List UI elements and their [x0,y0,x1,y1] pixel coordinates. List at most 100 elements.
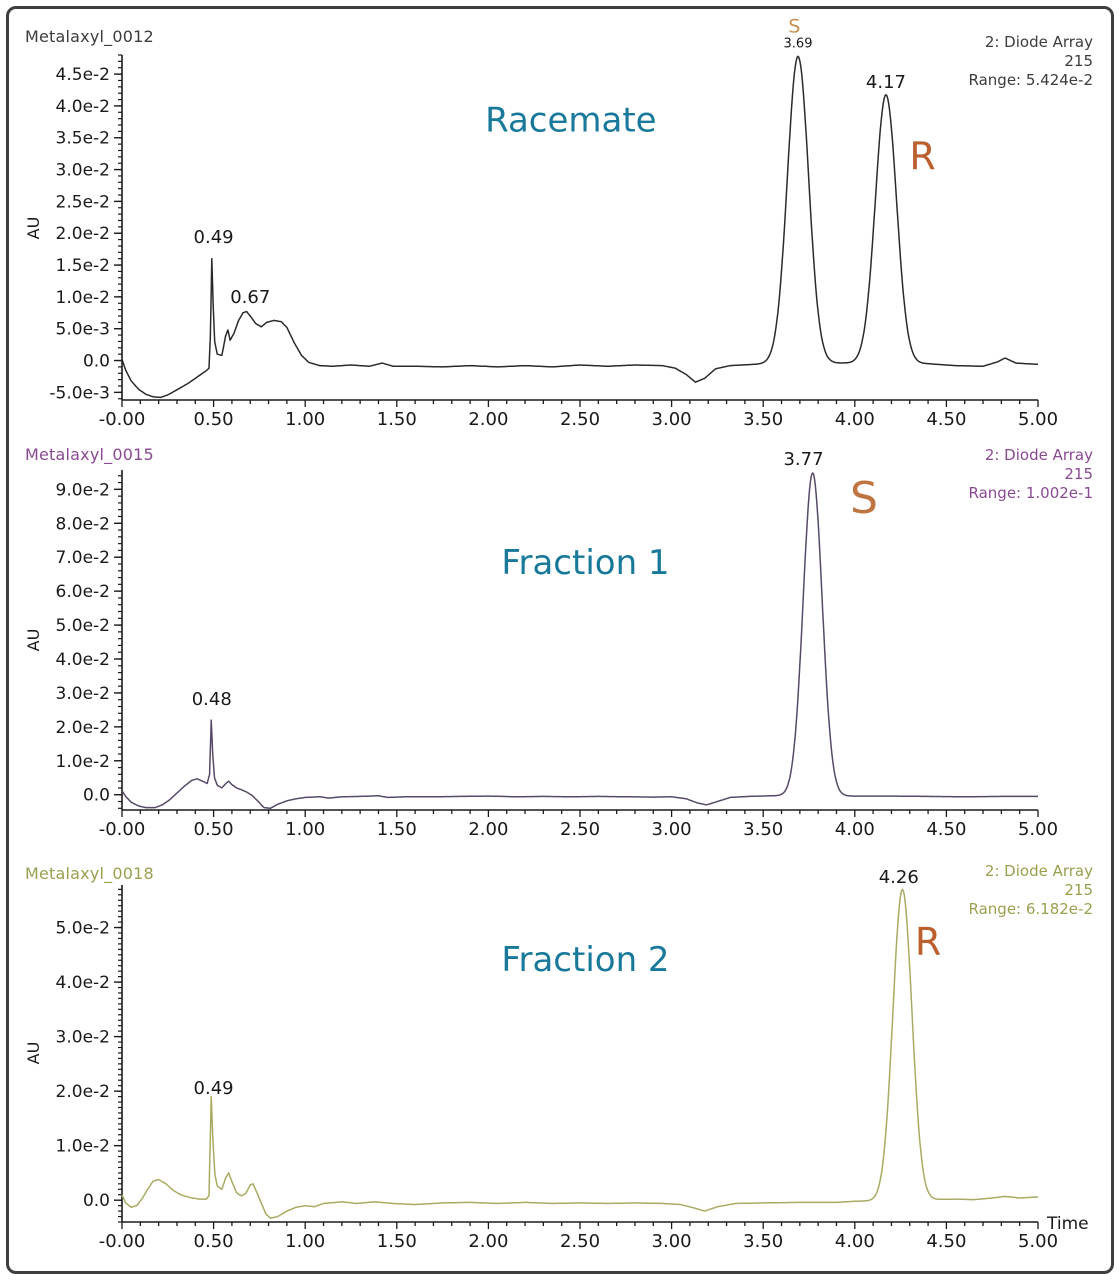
plot-fraction-1: -0.00 0.50 1.00 1.50 2.00 2.50 3.00 3.50 4.00 4.5… [24,449,1058,840]
y-tick-label: 3.0e-2 [56,684,110,704]
y-tick-label: 3.0e-2 [56,161,110,181]
panel-fraction-1: Metalaxyl_0015 2: Diode Array 215 Range:… [9,433,1113,851]
detector-range: Range: 6.182e-2 [968,900,1094,918]
x-tick-label: 2.00 [468,1231,508,1252]
y-tick-label: 1.5e-2 [56,256,110,276]
y-tick-label: 4.0e-2 [56,650,110,670]
x-tick-label: 0.50 [194,819,234,840]
x-tick-label: 3.00 [652,819,692,840]
x-tick-label: 3.00 [652,1231,692,1252]
x-tick-label: 2.50 [560,1231,600,1252]
detector-info: 2: Diode Array 215 Range: 6.182e-2 [969,862,1094,919]
sample-name: Metalaxyl_0012 [25,27,154,46]
x-tick-label: 0.50 [194,409,234,430]
y-tick-label: 9.0e-2 [56,480,110,500]
detector-wavelength: 215 [1064,465,1093,483]
x-tick-label: 1.50 [377,1231,417,1252]
y-tick-label: 4.0e-2 [56,973,110,993]
y-tick-label: 2.0e-2 [56,1082,110,1102]
x-tick-label: 5.00 [1018,409,1058,430]
y-tick-label: 3.5e-2 [56,129,110,149]
chromatogram-trace [121,472,1038,810]
x-tick-label: 1.00 [285,409,325,430]
annotation-0-49: 0.49 [194,227,234,248]
x-tick-label: 4.00 [835,819,875,840]
annotation-0-67: 0.67 [230,287,270,308]
detector-channel: 2: Diode Array [984,862,1093,880]
x-tick-label: 1.50 [377,819,417,840]
annotation-0-49: 0.49 [194,1078,234,1099]
annotation-s: S [850,473,878,524]
x-tick-label: 3.50 [743,1231,783,1252]
x-tick-label: 4.00 [835,1231,875,1252]
plot-racemate: -0.00 0.50 1.00 1.50 2.00 2.50 3.00 3.50 4.00 4.5… [24,16,1058,430]
annotation-3-69: 3.69 [784,36,813,51]
sample-name: Metalaxyl_0018 [25,864,154,883]
panel-racemate: Metalaxyl_0012 2: Diode Array 215 Range:… [9,9,1113,433]
x-tick-label: -0.00 [99,409,146,430]
y-tick-label: 3.0e-2 [56,1028,110,1048]
figure-border: Metalaxyl_0012 2: Diode Array 215 Range:… [6,6,1114,1274]
x-tick-label: 4.50 [926,1231,966,1252]
x-tick-label: 4.00 [835,409,875,430]
y-tick-label: 4.0e-2 [56,97,110,117]
y-tick-label: 6.0e-2 [56,582,110,602]
x-tick-label: 5.00 [1018,1231,1058,1252]
annotation-4-26: 4.26 [879,867,919,888]
x-tick-label: -0.00 [99,819,146,840]
detector-channel: 2: Diode Array [984,446,1093,464]
annotation-0-48: 0.48 [192,689,232,710]
y-tick-label: 1.0e-2 [56,1137,110,1157]
detector-range: Range: 1.002e-1 [968,484,1094,502]
detector-wavelength: 215 [1064,881,1093,899]
annotation-3-77: 3.77 [783,449,823,470]
y-tick-label: 0.0 [83,786,110,806]
detector-info: 2: Diode Array 215 Range: 5.424e-2 [969,33,1094,90]
x-tick-label: 2.00 [468,819,508,840]
plot-fraction-2: -0.00 0.50 1.00 1.50 2.00 2.50 3.00 3.50 4.00 4.5… [24,867,1089,1252]
detector-channel: 2: Diode Array [984,33,1093,51]
x-tick-label: 4.50 [926,409,966,430]
x-tick-label: 3.50 [743,819,783,840]
y-tick-label: 0.0 [83,352,110,372]
y-axis-title: AU [24,629,43,652]
y-tick-label: 7.0e-2 [56,548,110,568]
x-tick-label: 1.00 [285,1231,325,1252]
panel-fraction-2: Metalaxyl_0018 2: Diode Array 215 Range:… [9,851,1113,1273]
y-tick-label: 5.0e-2 [56,919,110,939]
detector-info: 2: Diode Array 215 Range: 1.002e-1 [969,446,1094,503]
y-tick-label: 8.0e-2 [56,514,110,534]
annotation-4-17: 4.17 [866,72,906,93]
x-axis-title: Time [1046,1214,1089,1234]
chromatogram-trace [121,888,1039,1219]
x-tick-label: 2.50 [560,819,600,840]
y-tick-label: 5.0e-3 [56,320,110,340]
annotation-fraction-2: Fraction 2 [501,940,669,980]
x-tick-label: 0.50 [194,1231,234,1252]
y-tick-label: 1.0e-2 [56,288,110,308]
annotation-s: S [788,16,800,38]
x-tick-label: 4.50 [926,819,966,840]
x-tick-label: 3.00 [652,409,692,430]
y-tick-label: 1.0e-2 [56,752,110,772]
annotation-fraction-1: Fraction 1 [501,543,669,583]
annotation-racemate: Racemate [485,100,657,140]
y-axis-title: AU [24,1042,43,1065]
y-tick-label: 5.0e-2 [56,616,110,636]
x-tick-label: 2.50 [560,409,600,430]
y-tick-label: 4.5e-2 [56,65,110,85]
x-tick-label: 5.00 [1018,819,1058,840]
y-tick-label: 0.0 [83,1191,110,1211]
y-axis-title: AU [24,217,43,240]
y-tick-label: -5.0e-3 [49,383,110,403]
y-tick-label: 2.0e-2 [56,224,110,244]
detector-wavelength: 215 [1064,52,1093,70]
annotation-r: R [915,920,941,964]
y-tick-label: 2.5e-2 [56,192,110,212]
y-tick-label: 2.0e-2 [56,718,110,738]
x-tick-label: 2.00 [468,409,508,430]
x-tick-label: 3.50 [743,409,783,430]
detector-range: Range: 5.424e-2 [968,71,1094,89]
sample-name: Metalaxyl_0015 [25,445,154,464]
